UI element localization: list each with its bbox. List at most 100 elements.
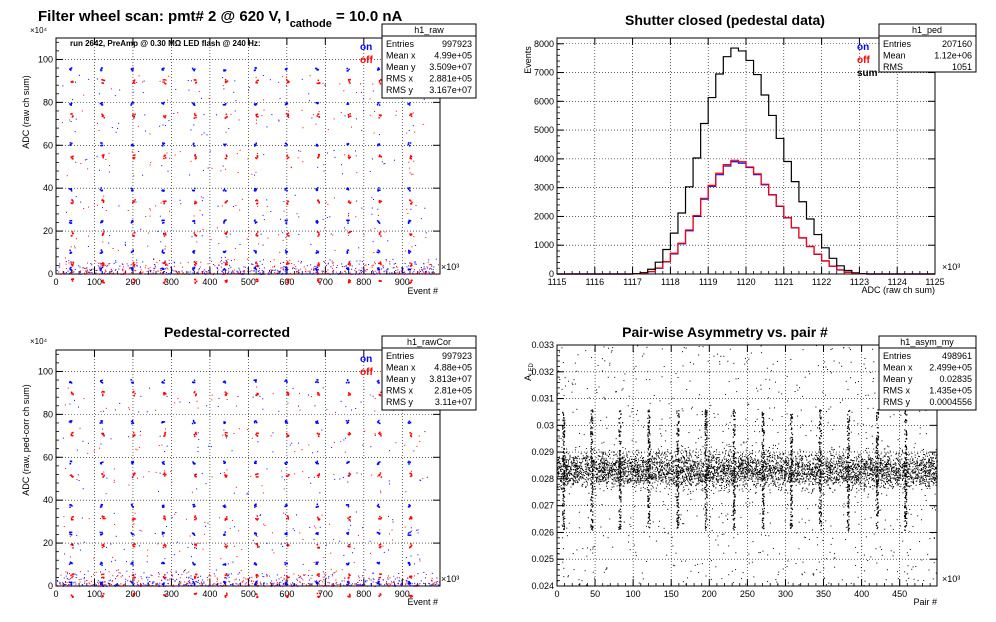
asym-point bbox=[839, 402, 841, 404]
raw-point-on bbox=[285, 187, 288, 189]
cor-point-off bbox=[256, 435, 259, 437]
raw-point bbox=[182, 266, 184, 268]
raw-point bbox=[435, 258, 437, 260]
cor-point bbox=[69, 578, 71, 580]
cor-point bbox=[308, 570, 310, 572]
asym-point bbox=[566, 483, 568, 485]
raw-point bbox=[70, 120, 72, 122]
cor-point-on bbox=[131, 422, 133, 425]
cor-point-off bbox=[71, 392, 74, 395]
asym-point bbox=[637, 345, 639, 347]
raw-point bbox=[316, 273, 318, 275]
raw-point bbox=[153, 270, 155, 272]
cor-point-on bbox=[100, 505, 103, 508]
asym-point bbox=[696, 515, 698, 517]
asym-ytick-label-1: 0.025 bbox=[531, 554, 554, 564]
raw-point-on bbox=[347, 268, 350, 270]
raw-point-off bbox=[102, 233, 104, 236]
raw-point bbox=[371, 197, 373, 199]
cor-point-on bbox=[377, 503, 380, 506]
raw-point bbox=[395, 272, 397, 274]
cor-point bbox=[125, 578, 127, 580]
raw-point bbox=[372, 90, 374, 92]
raw-point-off bbox=[226, 155, 228, 158]
cor-point-off bbox=[193, 575, 196, 578]
asym-point bbox=[675, 373, 677, 375]
raw-point bbox=[275, 273, 277, 275]
asym-point bbox=[720, 355, 722, 357]
cor-point bbox=[207, 585, 209, 587]
raw-point-on bbox=[255, 103, 257, 106]
raw-point bbox=[180, 203, 182, 205]
cor-point bbox=[408, 585, 410, 587]
cor-point bbox=[99, 585, 101, 587]
cor-point bbox=[217, 405, 219, 407]
raw-point bbox=[266, 199, 268, 201]
cor-point bbox=[87, 570, 89, 572]
raw-point bbox=[406, 208, 408, 210]
raw-point-on bbox=[192, 142, 195, 145]
cor-point-off bbox=[224, 474, 226, 476]
raw-point bbox=[349, 260, 351, 262]
raw-point bbox=[384, 163, 386, 165]
asym-point bbox=[610, 351, 612, 353]
cor-stats-label-1: Mean x bbox=[386, 363, 416, 373]
raw-point-off bbox=[132, 262, 134, 265]
cor-point-on bbox=[317, 379, 319, 381]
raw-point bbox=[333, 269, 335, 271]
asym-point bbox=[649, 536, 651, 538]
asym-point bbox=[603, 461, 605, 463]
asym-point bbox=[931, 507, 933, 509]
raw-stats-label-4: RMS y bbox=[386, 85, 414, 95]
raw-point bbox=[100, 270, 102, 272]
cor-point-off bbox=[254, 473, 257, 476]
cor-point bbox=[416, 584, 418, 586]
cor-point-on bbox=[345, 420, 348, 422]
cor-point bbox=[138, 545, 140, 547]
cor-point bbox=[436, 580, 438, 582]
raw-point-on bbox=[70, 103, 72, 106]
cor-point-on bbox=[132, 460, 134, 463]
cor-point bbox=[400, 584, 402, 586]
cor-point bbox=[291, 585, 293, 587]
cor-point bbox=[341, 580, 343, 582]
raw-point bbox=[150, 162, 152, 164]
cor-point bbox=[263, 523, 265, 525]
raw-point bbox=[107, 264, 109, 266]
cor-point bbox=[158, 585, 160, 587]
cor-point-on bbox=[408, 581, 410, 583]
cor-point-off bbox=[410, 594, 413, 597]
cor-point-on bbox=[194, 462, 196, 465]
cor-point-on bbox=[162, 504, 164, 507]
raw-point bbox=[351, 268, 353, 270]
cor-point bbox=[424, 577, 426, 579]
asym-point bbox=[921, 559, 923, 561]
cor-point-on bbox=[192, 419, 195, 422]
raw-point bbox=[385, 270, 387, 272]
cor-point-off bbox=[378, 595, 381, 597]
cor-point-off bbox=[132, 435, 135, 437]
asym-point bbox=[761, 352, 763, 354]
cor-point bbox=[425, 573, 427, 575]
raw-xtick-label-3: 300 bbox=[164, 277, 179, 287]
cor-point bbox=[100, 443, 102, 445]
cor-point bbox=[201, 579, 203, 581]
raw-point bbox=[409, 273, 411, 275]
cor-point bbox=[81, 517, 83, 519]
asym-point bbox=[893, 551, 895, 553]
raw-point-off bbox=[257, 79, 259, 82]
raw-point-off bbox=[71, 280, 74, 282]
raw-point bbox=[345, 229, 347, 231]
raw-point bbox=[268, 273, 270, 275]
cor-point bbox=[362, 583, 364, 585]
cor-point-off bbox=[347, 394, 350, 396]
raw-point bbox=[332, 264, 334, 266]
asym-point bbox=[651, 455, 653, 457]
cor-point bbox=[271, 549, 273, 551]
cor-point bbox=[357, 581, 359, 583]
cor-point-off bbox=[288, 544, 290, 547]
asym-point bbox=[810, 420, 812, 422]
raw-point-off bbox=[225, 80, 227, 83]
cor-point bbox=[94, 585, 96, 587]
raw-point bbox=[269, 271, 271, 273]
